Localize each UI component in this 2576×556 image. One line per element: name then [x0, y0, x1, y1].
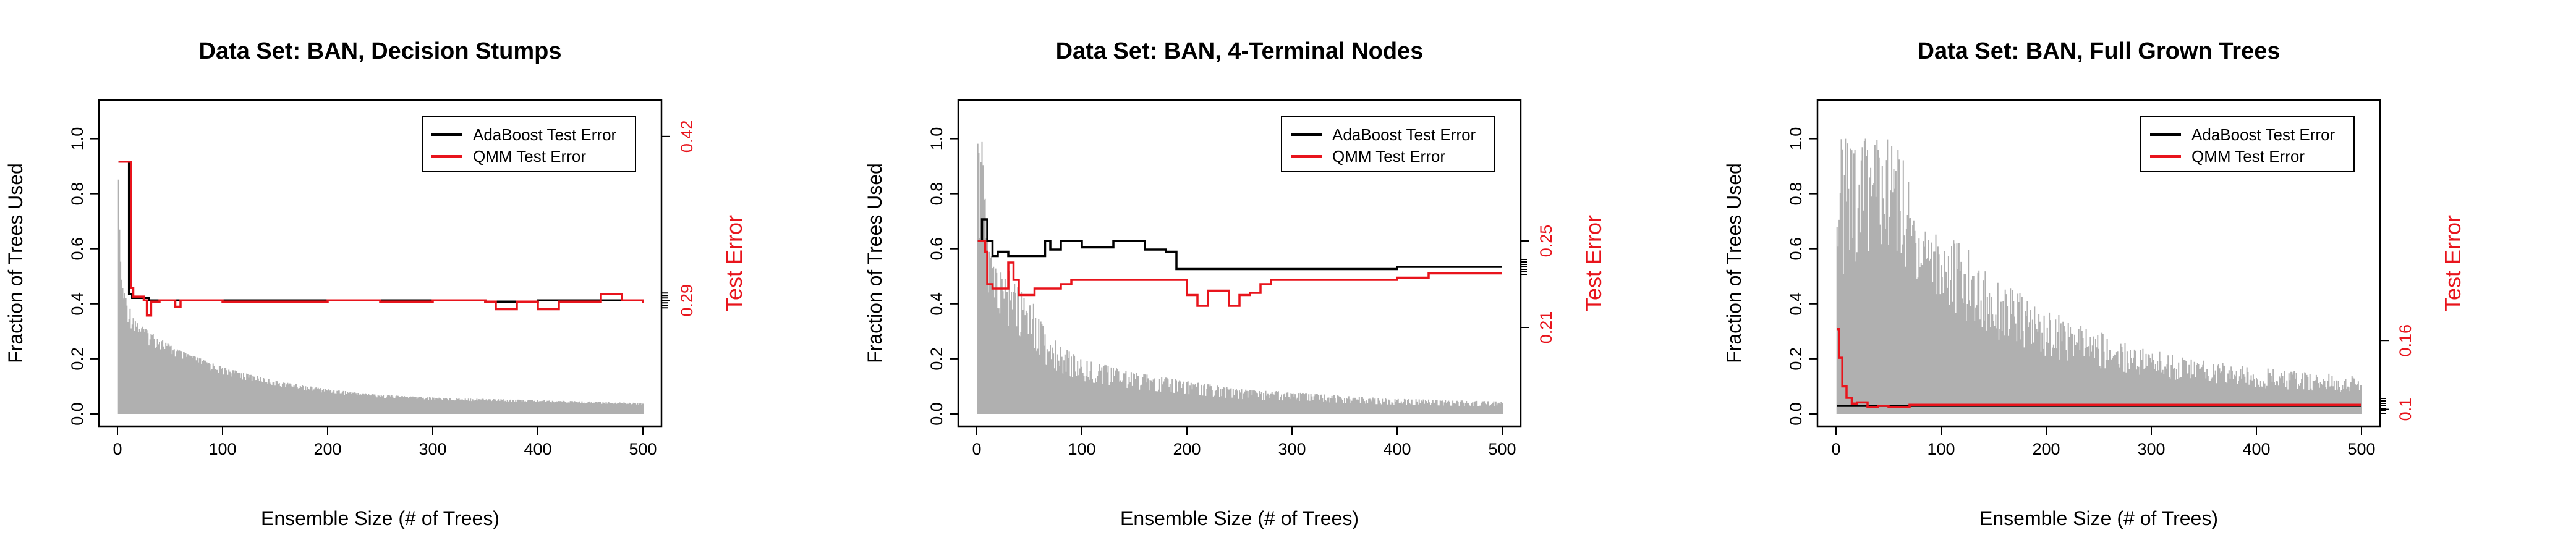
- plot-frame: [1816, 99, 2381, 428]
- qmm-line-layer: [1837, 327, 2361, 408]
- y-tick-label: 0.8: [68, 182, 87, 206]
- y-tick-label: 1.0: [927, 127, 946, 151]
- fraction-area-layer: [977, 141, 1503, 414]
- chart-panel-4-terminal-nodes: Data Set: BAN, 4-Terminal Nodes 0 100 200 3…: [864, 38, 1606, 529]
- y-tick-label: 1.0: [68, 127, 87, 151]
- right-tick-label: 0.16: [2396, 324, 2415, 357]
- x-tick-label: 300: [419, 440, 446, 458]
- legend-adaboost-label: AdaBoost Test Error: [473, 125, 617, 144]
- chart-panel-decision-stumps: Data Set: BAN, Decision Stumps 0 100 200 30…: [4, 38, 747, 529]
- y-tick-label: 0.2: [68, 347, 87, 371]
- chart-panel-full-grown-trees: Data Set: BAN, Full Grown Trees 0 100 200 3…: [1723, 38, 2465, 529]
- y-axis-label: Fraction of Trees Used: [1723, 163, 1745, 363]
- y-tick-label: 0.0: [68, 402, 87, 426]
- x-tick-label: 0: [113, 440, 122, 458]
- x-axis-ticks: 0 100 200 300 400 500: [1831, 426, 2376, 458]
- y-tick-label: 0.0: [927, 402, 946, 426]
- y-tick-label: 0.6: [927, 237, 946, 261]
- x-tick-label: 0: [972, 440, 981, 458]
- fraction-area-spikes: [1836, 138, 2362, 414]
- fraction-area-spikes: [117, 179, 644, 414]
- legend-box: [2140, 116, 2355, 172]
- x-tick-label: 400: [524, 440, 551, 458]
- fraction-area-spikes: [977, 141, 1503, 414]
- x-axis-ticks: 0 100 200 300 400 500: [972, 426, 1516, 458]
- y-tick-label: 0.6: [1787, 237, 1805, 261]
- y-tick-label: 1.0: [1787, 127, 1805, 151]
- right-axis-label: Test Error: [1581, 215, 1606, 311]
- x-tick-label: 100: [208, 440, 236, 458]
- x-axis-label: Ensemble Size (# of Trees): [1979, 507, 2218, 529]
- legend-box: [1281, 116, 1495, 172]
- y-tick-label: 0.8: [1787, 182, 1805, 206]
- adaboost-line-layer: [977, 218, 1502, 271]
- legend-adaboost-label: AdaBoost Test Error: [1332, 125, 1476, 144]
- adaboost-test-error-line: [118, 160, 643, 303]
- right-axis-ticks: 0.1 0.16: [2380, 324, 2415, 421]
- right-axis-ticks: 0.29 0.42: [661, 120, 696, 317]
- y-tick-label: 0.6: [68, 237, 87, 261]
- right-axis-ticks: 0.21 0.25: [1521, 225, 1555, 344]
- adaboost-line-layer: [118, 160, 643, 303]
- right-tick-label: 0.25: [1537, 225, 1555, 258]
- adaboost-test-error-line: [977, 218, 1502, 271]
- chart-title: Data Set: BAN, Full Grown Trees: [1918, 38, 2281, 64]
- x-tick-label: 200: [1173, 440, 1201, 458]
- right-tick-label: 0.42: [678, 120, 696, 153]
- x-tick-label: 200: [313, 440, 341, 458]
- y-axis-ticks: 0.0 0.2 0.4 0.6 0.8 1.0: [927, 127, 958, 426]
- x-tick-label: 300: [2137, 440, 2165, 458]
- y-axis-ticks: 0.0 0.2 0.4 0.6 0.8 1.0: [68, 127, 99, 426]
- chart-title: Data Set: BAN, Decision Stumps: [199, 38, 562, 64]
- x-tick-label: 100: [1068, 440, 1095, 458]
- y-tick-label: 0.2: [927, 347, 946, 371]
- legend-qmm-label: QMM Test Error: [473, 147, 586, 166]
- legend-box: [422, 116, 636, 172]
- fraction-area-layer: [1836, 138, 2362, 414]
- qmm-line-layer: [977, 240, 1502, 307]
- y-tick-label: 0.8: [927, 182, 946, 206]
- x-axis-ticks: 0 100 200 300 400 500: [113, 426, 657, 458]
- x-axis-label: Ensemble Size (# of Trees): [261, 507, 499, 529]
- y-tick-label: 0.4: [927, 292, 946, 316]
- x-tick-label: 500: [2347, 440, 2375, 458]
- chart-title: Data Set: BAN, 4-Terminal Nodes: [1056, 38, 1424, 64]
- qmm-test-error-line: [118, 160, 644, 317]
- legend: AdaBoost Test Error QMM Test Error: [422, 116, 636, 172]
- fraction-area-layer: [117, 179, 644, 414]
- plot-frame: [957, 99, 1522, 428]
- right-axis-label: Test Error: [2440, 215, 2465, 311]
- y-axis-label: Fraction of Trees Used: [864, 163, 886, 363]
- legend-adaboost-label: AdaBoost Test Error: [2191, 125, 2336, 144]
- x-axis-label: Ensemble Size (# of Trees): [1120, 507, 1359, 529]
- y-tick-label: 0.4: [68, 292, 87, 316]
- x-tick-label: 300: [1278, 440, 1306, 458]
- x-tick-label: 200: [2032, 440, 2060, 458]
- y-axis-label: Fraction of Trees Used: [4, 163, 27, 363]
- qmm-test-error-line: [1837, 327, 2361, 408]
- plot-frame: [98, 99, 663, 428]
- right-tick-label: 0.29: [678, 284, 696, 317]
- x-tick-label: 500: [629, 440, 657, 458]
- legend-qmm-label: QMM Test Error: [1332, 147, 1445, 166]
- y-tick-label: 0.2: [1787, 347, 1805, 371]
- y-tick-label: 0.4: [1787, 292, 1805, 316]
- y-axis-ticks: 0.0 0.2 0.4 0.6 0.8 1.0: [1787, 127, 1817, 426]
- right-tick-label: 0.1: [2396, 398, 2415, 421]
- legend: AdaBoost Test Error QMM Test Error: [1281, 116, 1495, 172]
- x-tick-label: 400: [1383, 440, 1411, 458]
- legend-qmm-label: QMM Test Error: [2191, 147, 2305, 166]
- x-tick-label: 400: [2242, 440, 2270, 458]
- y-tick-label: 0.0: [1787, 402, 1805, 426]
- x-tick-label: 500: [1488, 440, 1516, 458]
- right-tick-label: 0.21: [1537, 311, 1555, 344]
- x-tick-label: 0: [1831, 440, 1840, 458]
- legend: AdaBoost Test Error QMM Test Error: [2140, 116, 2355, 172]
- qmm-test-error-line: [977, 240, 1502, 307]
- x-tick-label: 100: [1927, 440, 1955, 458]
- right-axis-label: Test Error: [721, 215, 747, 311]
- qmm-line-layer: [118, 160, 644, 317]
